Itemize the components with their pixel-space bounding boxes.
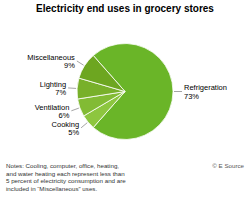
html-text:Notes: Cooling, computer, offi: Notes: Cooling, computer, office, heatin…	[6, 162, 126, 192]
svg-text:Ventilation6%: Ventilation6%	[35, 103, 70, 120]
svg-text:Cooking5%: Cooking5%	[52, 120, 80, 137]
html-text:Electricity end uses in grocer: Electricity end uses in grocery stores	[36, 3, 214, 14]
svg-text:Refrigeration73%: Refrigeration73%	[184, 83, 227, 100]
svg-text:Lighting7%: Lighting7%	[40, 80, 67, 97]
html-text:© E Source: © E Source	[212, 162, 244, 169]
svg-text:Miscellaneous9%: Miscellaneous9%	[27, 53, 75, 70]
